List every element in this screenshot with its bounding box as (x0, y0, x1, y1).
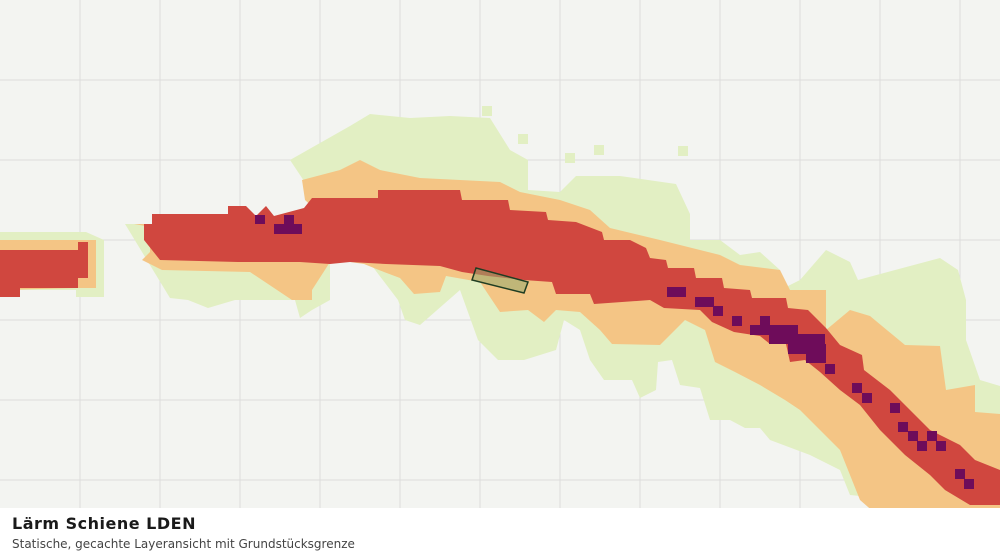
caption-panel: Lärm Schiene LDEN Statische, gecachte La… (0, 508, 1000, 560)
parcel-boundary[interactable] (471, 267, 529, 294)
noise-zone-high (0, 190, 1000, 505)
map-subtitle: Statische, gecachte Layeransicht mit Gru… (12, 537, 355, 551)
map-title: Lärm Schiene LDEN (12, 514, 196, 533)
noise-zone-very-high (255, 215, 974, 489)
